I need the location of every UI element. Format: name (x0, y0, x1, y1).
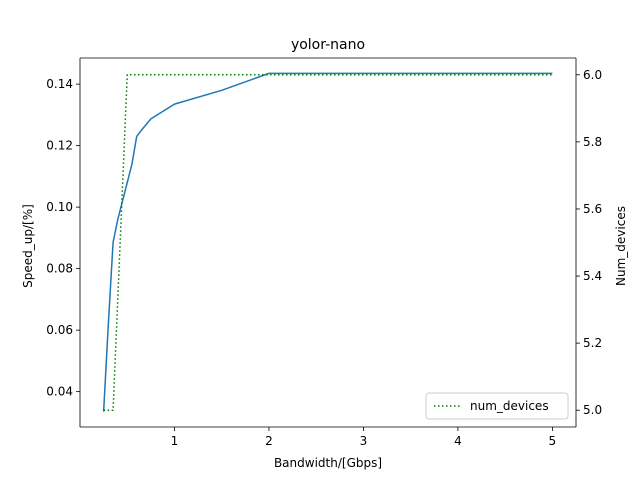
y2-tick-label: 6.0 (583, 68, 602, 82)
x-tick-label: 5 (549, 434, 557, 448)
series-layer (102, 72, 553, 412)
series-line-num_devices (103, 74, 553, 411)
y-tick-label: 0.08 (46, 262, 73, 276)
x-tick-label: 2 (265, 434, 273, 448)
legend-label: num_devices (470, 399, 549, 413)
y-axis-label: Speed_up/[%] (21, 204, 35, 288)
y2-tick-label: 5.0 (583, 403, 602, 417)
y-tick-label: 0.06 (46, 323, 73, 337)
y2-tick-label: 5.8 (583, 135, 602, 149)
y2-tick-label: 5.2 (583, 336, 602, 350)
y2-axis-label: Num_devices (614, 206, 628, 286)
x-tick-label: 4 (454, 434, 462, 448)
y-tick-label: 0.12 (46, 139, 73, 153)
chart-title: yolor-nano (291, 37, 365, 53)
legend-box (425, 392, 569, 420)
legend: num_devices (425, 392, 569, 420)
y-tick-label: 0.10 (46, 200, 73, 214)
axes-layer: 1 2 3 4 5 0.04 0.06 0.08 0.10 0.12 0.14 5.0 5.2 5.4 5.… (46, 57, 602, 448)
x-axis-label: Bandwidth/[Gbps] (274, 456, 382, 470)
plot-area (80, 58, 576, 427)
series-line-series-1 (102, 72, 553, 412)
x-tick-label: 3 (360, 434, 368, 448)
y2-tick-label: 5.4 (583, 269, 602, 283)
y-tick-label: 0.04 (46, 385, 73, 399)
plot-background (80, 58, 576, 427)
x-tick-label: 1 (171, 434, 179, 448)
y2-tick-label: 5.6 (583, 202, 602, 216)
y-tick-label: 0.14 (46, 77, 73, 91)
